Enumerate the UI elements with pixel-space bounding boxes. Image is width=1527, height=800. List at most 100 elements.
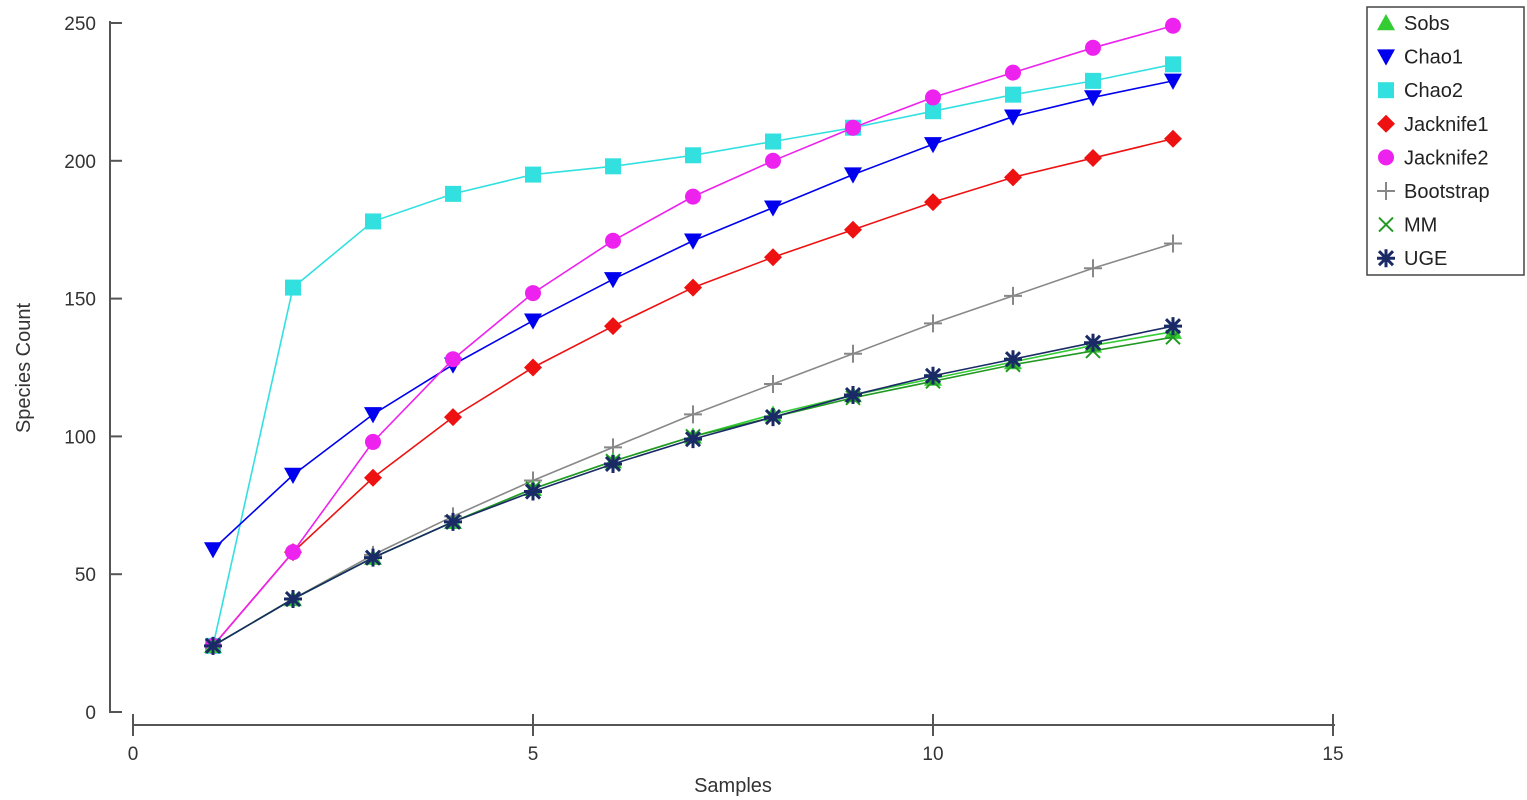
legend-marker (1377, 49, 1395, 66)
data-point (1004, 168, 1022, 187)
series-line (212, 24, 1174, 647)
series-jacknife2 (205, 17, 1181, 654)
data-point (605, 232, 621, 249)
data-point (604, 317, 622, 336)
data-point (1004, 109, 1022, 126)
x-tick-label: 10 (922, 744, 943, 765)
legend-label: Jacknife1 (1404, 114, 1489, 136)
data-point (924, 366, 942, 385)
legend-marker (1378, 82, 1394, 99)
legend-item-jacknife2: Jacknife2 (1378, 147, 1489, 169)
data-point (1164, 234, 1182, 253)
legend-label: Chao1 (1404, 47, 1463, 69)
series-chao1 (204, 73, 1182, 559)
data-point (204, 542, 222, 559)
axes: 0 50 100 150 200 250 0 5 10 15 (64, 14, 1343, 765)
data-point (1005, 64, 1021, 81)
legend-label: Bootstrap (1404, 181, 1490, 203)
data-point (764, 248, 782, 267)
data-point (1084, 90, 1102, 107)
series-mm (205, 329, 1181, 654)
legend-marker (1378, 149, 1394, 166)
y-tick-label: 50 (75, 565, 96, 586)
data-point (1164, 73, 1182, 90)
data-point (845, 119, 861, 136)
series-line (212, 330, 1174, 647)
series-line (212, 336, 1174, 647)
legend-item-jacknife1: Jacknife1 (1377, 114, 1489, 136)
data-point (1165, 56, 1181, 73)
legend-marker (1377, 182, 1395, 200)
data-point (364, 548, 382, 567)
data-point (764, 200, 782, 217)
y-axis-title: Species Count (13, 303, 35, 434)
data-point (364, 407, 382, 424)
data-point (1085, 72, 1101, 89)
y-tick-label: 100 (64, 427, 96, 448)
y-tick-label: 250 (64, 14, 96, 35)
data-point (765, 133, 781, 150)
legend-label: UGE (1404, 248, 1447, 270)
data-point (844, 386, 862, 405)
data-point (1004, 286, 1022, 305)
data-point (685, 147, 701, 164)
data-point (284, 467, 302, 484)
legend-item-sobs: Sobs (1377, 13, 1450, 35)
legend-item-uge: UGE (1377, 248, 1447, 270)
data-point (605, 158, 621, 175)
data-point (365, 213, 381, 230)
data-point (1164, 129, 1182, 148)
data-point (445, 185, 461, 202)
legend-marker (1377, 14, 1395, 31)
data-point (364, 468, 382, 487)
legend-marker (1377, 249, 1395, 268)
data-point (285, 544, 301, 561)
legend-label: Chao2 (1404, 80, 1463, 102)
data-point (284, 590, 302, 609)
data-point (844, 167, 862, 184)
x-tick-label: 5 (528, 744, 539, 765)
data-point (924, 314, 942, 333)
data-point (444, 408, 462, 427)
x-axis-title: Samples (694, 775, 772, 797)
series-line (212, 325, 1174, 647)
legend-label: MM (1404, 215, 1437, 237)
data-point (925, 103, 941, 120)
data-point (1165, 17, 1181, 34)
data-point (1164, 317, 1182, 336)
data-point (525, 166, 541, 183)
series-sobs (204, 322, 1182, 654)
data-point (1084, 149, 1102, 168)
data-point (604, 454, 622, 473)
legend-item-chao1: Chao1 (1377, 47, 1463, 69)
data-point (764, 375, 782, 394)
x-tick-label: 15 (1322, 744, 1343, 765)
x-tick-label: 0 (128, 744, 139, 765)
data-point (684, 405, 702, 424)
data-point (924, 137, 942, 154)
y-tick-label: 0 (85, 703, 96, 724)
series-line (212, 137, 1174, 647)
data-point (1005, 86, 1021, 103)
y-tick-label: 150 (64, 290, 96, 311)
data-point (1084, 333, 1102, 352)
series-layer (204, 17, 1182, 655)
data-point (604, 272, 622, 289)
data-point (684, 430, 702, 449)
data-point (925, 89, 941, 106)
series-jacknife1 (204, 129, 1182, 655)
data-point (525, 285, 541, 302)
data-point (844, 220, 862, 239)
data-point (844, 344, 862, 363)
legend-item-bootstrap: Bootstrap (1377, 181, 1490, 203)
legend: Sobs Chao1 Chao2 Jacknife1 Jacknife2 Bootstra… (1366, 6, 1525, 276)
data-point (524, 313, 542, 330)
legend-item-mm: MM (1378, 215, 1437, 237)
data-point (285, 279, 301, 296)
data-point (524, 482, 542, 501)
data-point (765, 152, 781, 169)
data-point (1084, 259, 1102, 278)
data-point (445, 351, 461, 368)
data-point (365, 433, 381, 450)
